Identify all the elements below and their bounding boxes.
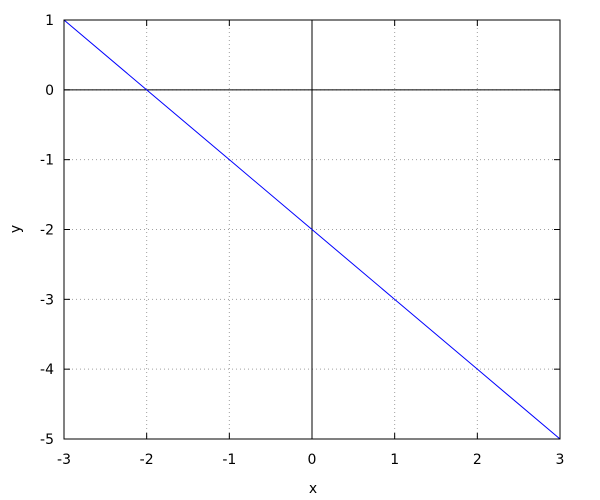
series-group — [63, 19, 561, 440]
y-tick-labels: 1 0 -1 -2 -3 -4 -5 — [40, 13, 54, 448]
y-tick-label: -4 — [40, 362, 54, 378]
y-tick-label: -2 — [40, 223, 54, 239]
y-tick-label: 1 — [45, 13, 54, 29]
y-axis-label: y — [8, 225, 24, 233]
x-tick-label: -2 — [140, 452, 154, 468]
x-tick-label: 0 — [308, 452, 317, 468]
y-tick-label: -5 — [40, 432, 54, 448]
x-tick-label: -1 — [222, 452, 236, 468]
x-tick-label: -3 — [57, 452, 71, 468]
x-tick-label: 2 — [473, 452, 482, 468]
x-axis-label: x — [309, 481, 317, 497]
y-tick-label: 0 — [45, 83, 54, 99]
x-tick-label: 3 — [556, 452, 565, 468]
tick-marks — [63, 19, 561, 440]
y-tick-label: -1 — [40, 153, 54, 169]
x-tick-labels: -3 -2 -1 0 1 2 3 — [57, 452, 564, 468]
y-tick-label: -3 — [40, 292, 54, 308]
x-tick-label: 1 — [390, 452, 399, 468]
series-line — [63, 19, 561, 440]
